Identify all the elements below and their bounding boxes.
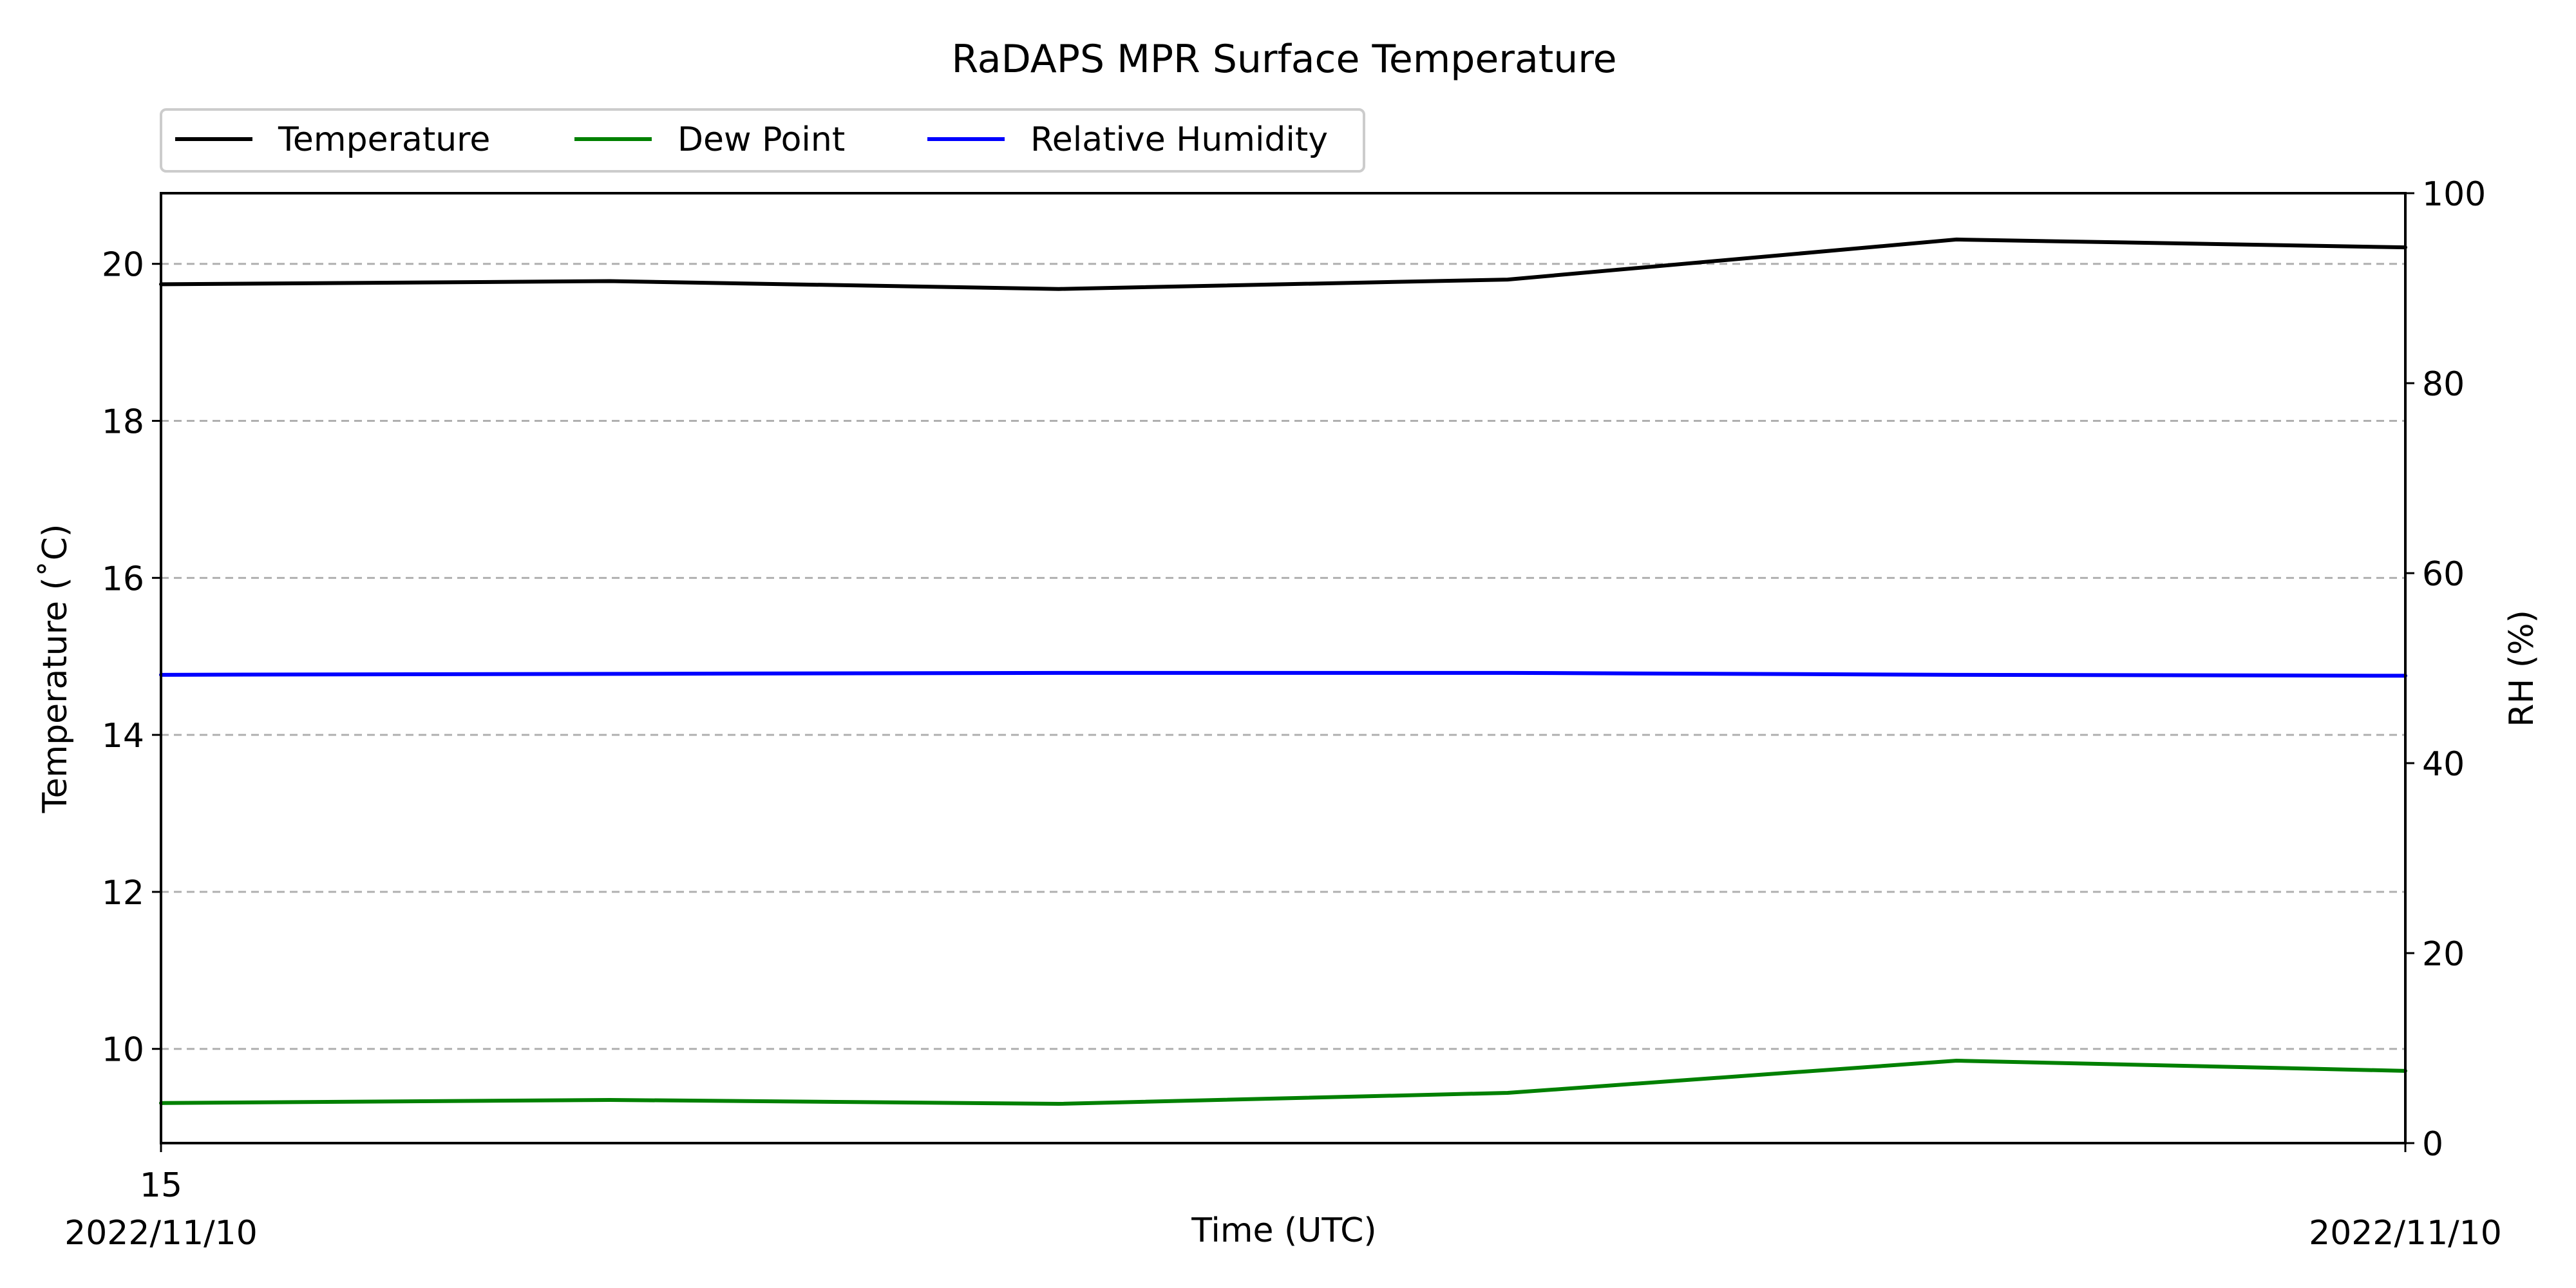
legend-label: Temperature (278, 120, 490, 159)
y-tick-label: 18 (102, 403, 144, 442)
legend-items: Temperature Dew Point Relative Humidity (175, 120, 1328, 159)
series-line-temperature (159, 237, 2407, 291)
y2-tick-label: 0 (2422, 1125, 2443, 1164)
y-tick-label: 12 (102, 874, 144, 913)
y2-tick-label: 60 (2422, 555, 2465, 594)
chart-title: RaDAPS MPR Surface Temperature (951, 37, 1616, 82)
legend-label: Relative Humidity (1030, 120, 1328, 159)
x-tick-date-label: 2022/11/10 (64, 1214, 258, 1253)
legend-frame (160, 108, 1365, 173)
x-axis-ticks: 15 2022/11/10 2022/11/10 (64, 1143, 2502, 1253)
y-tick-label: 16 (102, 560, 144, 598)
plot-frame (160, 192, 2407, 1144)
legend-label: Dew Point (677, 120, 845, 159)
y-axis-right-ticks: 0 20 40 60 80 100 (2405, 175, 2486, 1164)
x-tick-date-label: 2022/11/10 (2309, 1214, 2502, 1253)
x-tick-label: 15 (140, 1166, 182, 1205)
legend: Temperature Dew Point Relative Humidity (160, 108, 1365, 173)
y-tick-label: 14 (102, 717, 144, 755)
series-lines (159, 237, 2407, 1106)
y-tick-label: 10 (102, 1031, 144, 1070)
series-line-dew-point (159, 1059, 2407, 1106)
y-axis-left-label: Temperature (˚C) (36, 524, 75, 814)
y2-tick-label: 100 (2422, 175, 2486, 214)
y-tick-label: 20 (102, 246, 144, 285)
x-axis-label: Time (UTC) (1191, 1211, 1376, 1250)
y2-tick-label: 80 (2422, 365, 2465, 404)
series-line-relative-humidity (159, 670, 2407, 678)
y2-tick-label: 20 (2422, 935, 2465, 974)
y2-tick-label: 40 (2422, 745, 2465, 784)
y-axis-left-ticks: 10 12 14 16 18 20 (102, 246, 161, 1070)
y-gridlines (161, 263, 2405, 1050)
y-axis-right-label: RH (%) (2503, 610, 2541, 727)
